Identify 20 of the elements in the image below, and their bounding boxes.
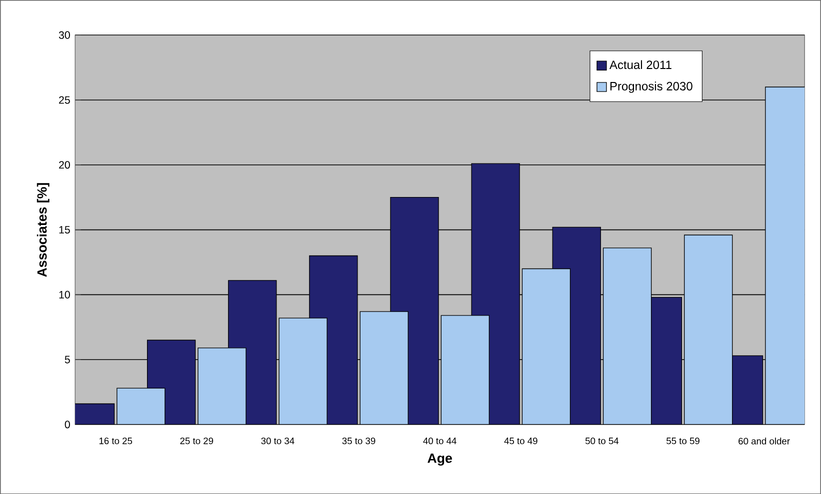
x-axis-title: Age <box>428 453 452 466</box>
y-tick-label: 0 <box>64 420 70 428</box>
x-tick-label: 16 to 25 <box>99 437 132 444</box>
legend-label: Actual 2011 <box>609 60 672 69</box>
y-tick-label: 5 <box>64 356 70 364</box>
x-tick-label: 50 to 54 <box>585 437 619 444</box>
y-tick-label: 30 <box>58 31 70 39</box>
y-tick-label: 20 <box>59 160 70 169</box>
legend-label: Prognosis 2030 <box>610 81 692 93</box>
x-tick-label: 35 to 39 <box>342 437 376 444</box>
y-axis-title: Associates [%] <box>36 182 50 277</box>
y-tick-label: 10 <box>59 290 70 298</box>
x-tick-label: 60 and older <box>738 437 790 444</box>
x-tick-label: 55 to 59 <box>666 437 700 444</box>
y-tick-label: 15 <box>59 226 70 234</box>
x-tick-label: 30 to 34 <box>261 437 294 444</box>
y-tick-label: 25 <box>59 96 70 104</box>
x-tick-label: 40 to 44 <box>423 437 456 444</box>
x-tick-label: 25 to 29 <box>180 437 214 444</box>
x-tick-label: 45 to 49 <box>504 437 538 444</box>
